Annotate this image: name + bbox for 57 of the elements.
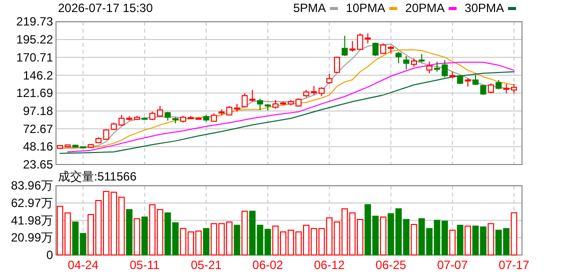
- x-tick-label: 07-07: [437, 258, 468, 272]
- candlestick: [426, 61, 432, 74]
- bar: [141, 216, 148, 256]
- y-tick-label: 146.2: [22, 68, 54, 82]
- bar: [456, 224, 464, 256]
- bar: [449, 230, 456, 256]
- y-tick-label: 219.73: [16, 14, 54, 29]
- legend-label: 5PMA: [293, 1, 326, 15]
- x-tick-label: 04-24: [68, 258, 99, 272]
- candlestick: [380, 42, 386, 54]
- y-tick-label: 23.65: [22, 158, 54, 172]
- candlestick: [496, 79, 502, 90]
- bar: [488, 223, 494, 256]
- chart-title: 成交量:511566: [58, 170, 137, 184]
- bar: [241, 210, 248, 256]
- x-tick-label: 05-21: [190, 258, 222, 272]
- x-tick-label: 06-02: [252, 258, 284, 272]
- legend-label: 30PMA: [464, 1, 504, 15]
- candlestick: [488, 82, 494, 94]
- legend-label: 10PMA: [346, 1, 386, 15]
- legend-label: 20PMA: [405, 1, 445, 15]
- bar: [464, 226, 472, 256]
- y-tick-label: 83.96万: [10, 178, 53, 193]
- chart-title: 2026-07-17 15:30: [58, 1, 154, 15]
- candlestick: [457, 74, 464, 84]
- x-tick-label: 07-17: [498, 258, 530, 272]
- x-tick-label: 06-25: [376, 258, 407, 272]
- y-tick-label: 62.97万: [10, 196, 53, 210]
- bar: [380, 216, 386, 256]
- candlestick: [334, 56, 340, 74]
- y-tick-label: 72.67: [22, 122, 54, 136]
- candlestick: [326, 74, 332, 84]
- candlestick: [249, 89, 256, 102]
- candlestick: [342, 35, 348, 57]
- candlestick: [372, 42, 379, 57]
- candlestick: [396, 51, 402, 64]
- y-tick-label: 20.99万: [10, 230, 53, 245]
- y-tick-label: 121.69: [16, 86, 54, 100]
- candlestick: [242, 92, 248, 108]
- y-tick-label: 170.71: [16, 50, 54, 64]
- candlestick: [403, 56, 410, 70]
- x-tick-label: 05-11: [130, 258, 160, 272]
- y-tick-label: 0: [46, 248, 54, 262]
- bar: [234, 224, 240, 256]
- bar: [126, 209, 132, 256]
- y-tick-label: 195.22: [16, 32, 54, 47]
- y-tick-label: 48.16: [22, 140, 54, 154]
- candlestick: [364, 32, 371, 44]
- y-tick-label: 41.98万: [10, 213, 53, 228]
- y-tick-label: 97.18: [22, 104, 54, 118]
- bar: [410, 224, 418, 256]
- candlestick: [480, 84, 486, 96]
- bar: [510, 212, 518, 256]
- x-tick-label: 06-12: [314, 258, 345, 272]
- bar: [203, 228, 210, 256]
- candlestick: [257, 98, 264, 110]
- bar: [134, 218, 140, 256]
